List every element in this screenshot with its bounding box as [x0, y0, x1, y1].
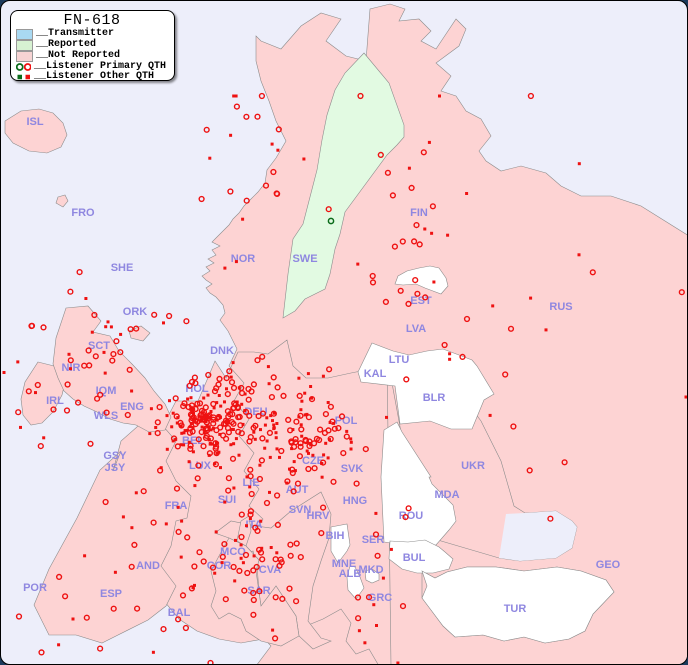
- svg-text:FRO: FRO: [71, 207, 95, 219]
- svg-text:LTU: LTU: [389, 354, 410, 366]
- svg-text:WLS: WLS: [94, 410, 118, 422]
- svg-text:JSY: JSY: [105, 462, 126, 474]
- svg-text:ORK: ORK: [123, 306, 148, 318]
- svg-text:ROU: ROU: [399, 510, 424, 522]
- svg-text:FIN: FIN: [410, 207, 428, 219]
- svg-text:UKR: UKR: [461, 460, 485, 472]
- svg-text:TUR: TUR: [504, 603, 527, 615]
- svg-text:AND: AND: [136, 560, 160, 572]
- svg-text:LVA: LVA: [406, 323, 426, 335]
- svg-text:SWE: SWE: [292, 253, 317, 265]
- svg-text:POR: POR: [23, 582, 47, 594]
- svg-text:MCO: MCO: [220, 546, 246, 558]
- svg-text:FRA: FRA: [165, 500, 188, 512]
- svg-text:BUL: BUL: [403, 552, 426, 564]
- svg-text:EST: EST: [410, 295, 432, 307]
- svg-text:GEO: GEO: [596, 559, 621, 571]
- svg-text:BIH: BIH: [326, 530, 345, 542]
- svg-text:SVK: SVK: [341, 463, 364, 475]
- svg-text:SHE: SHE: [111, 262, 134, 274]
- svg-text:BLR: BLR: [423, 392, 446, 404]
- svg-text:MKD: MKD: [358, 564, 383, 576]
- svg-text:HRV: HRV: [306, 510, 330, 522]
- svg-text:IRL: IRL: [46, 395, 64, 407]
- svg-text:GSY: GSY: [103, 450, 127, 462]
- svg-text:NOR: NOR: [231, 253, 256, 265]
- svg-text:MDA: MDA: [434, 489, 459, 501]
- svg-text:SUI: SUI: [218, 494, 236, 506]
- svg-text:ENG: ENG: [120, 401, 144, 413]
- svg-text:KAL: KAL: [364, 368, 387, 380]
- svg-text:RUS: RUS: [549, 301, 572, 313]
- svg-text:ISL: ISL: [26, 116, 43, 128]
- svg-text:HNG: HNG: [343, 495, 367, 507]
- svg-text:DNK: DNK: [210, 345, 234, 357]
- svg-text:IQM: IQM: [96, 385, 117, 397]
- svg-text:SER: SER: [362, 534, 385, 546]
- svg-text:ESP: ESP: [100, 588, 122, 600]
- svg-text:CVA: CVA: [259, 564, 281, 576]
